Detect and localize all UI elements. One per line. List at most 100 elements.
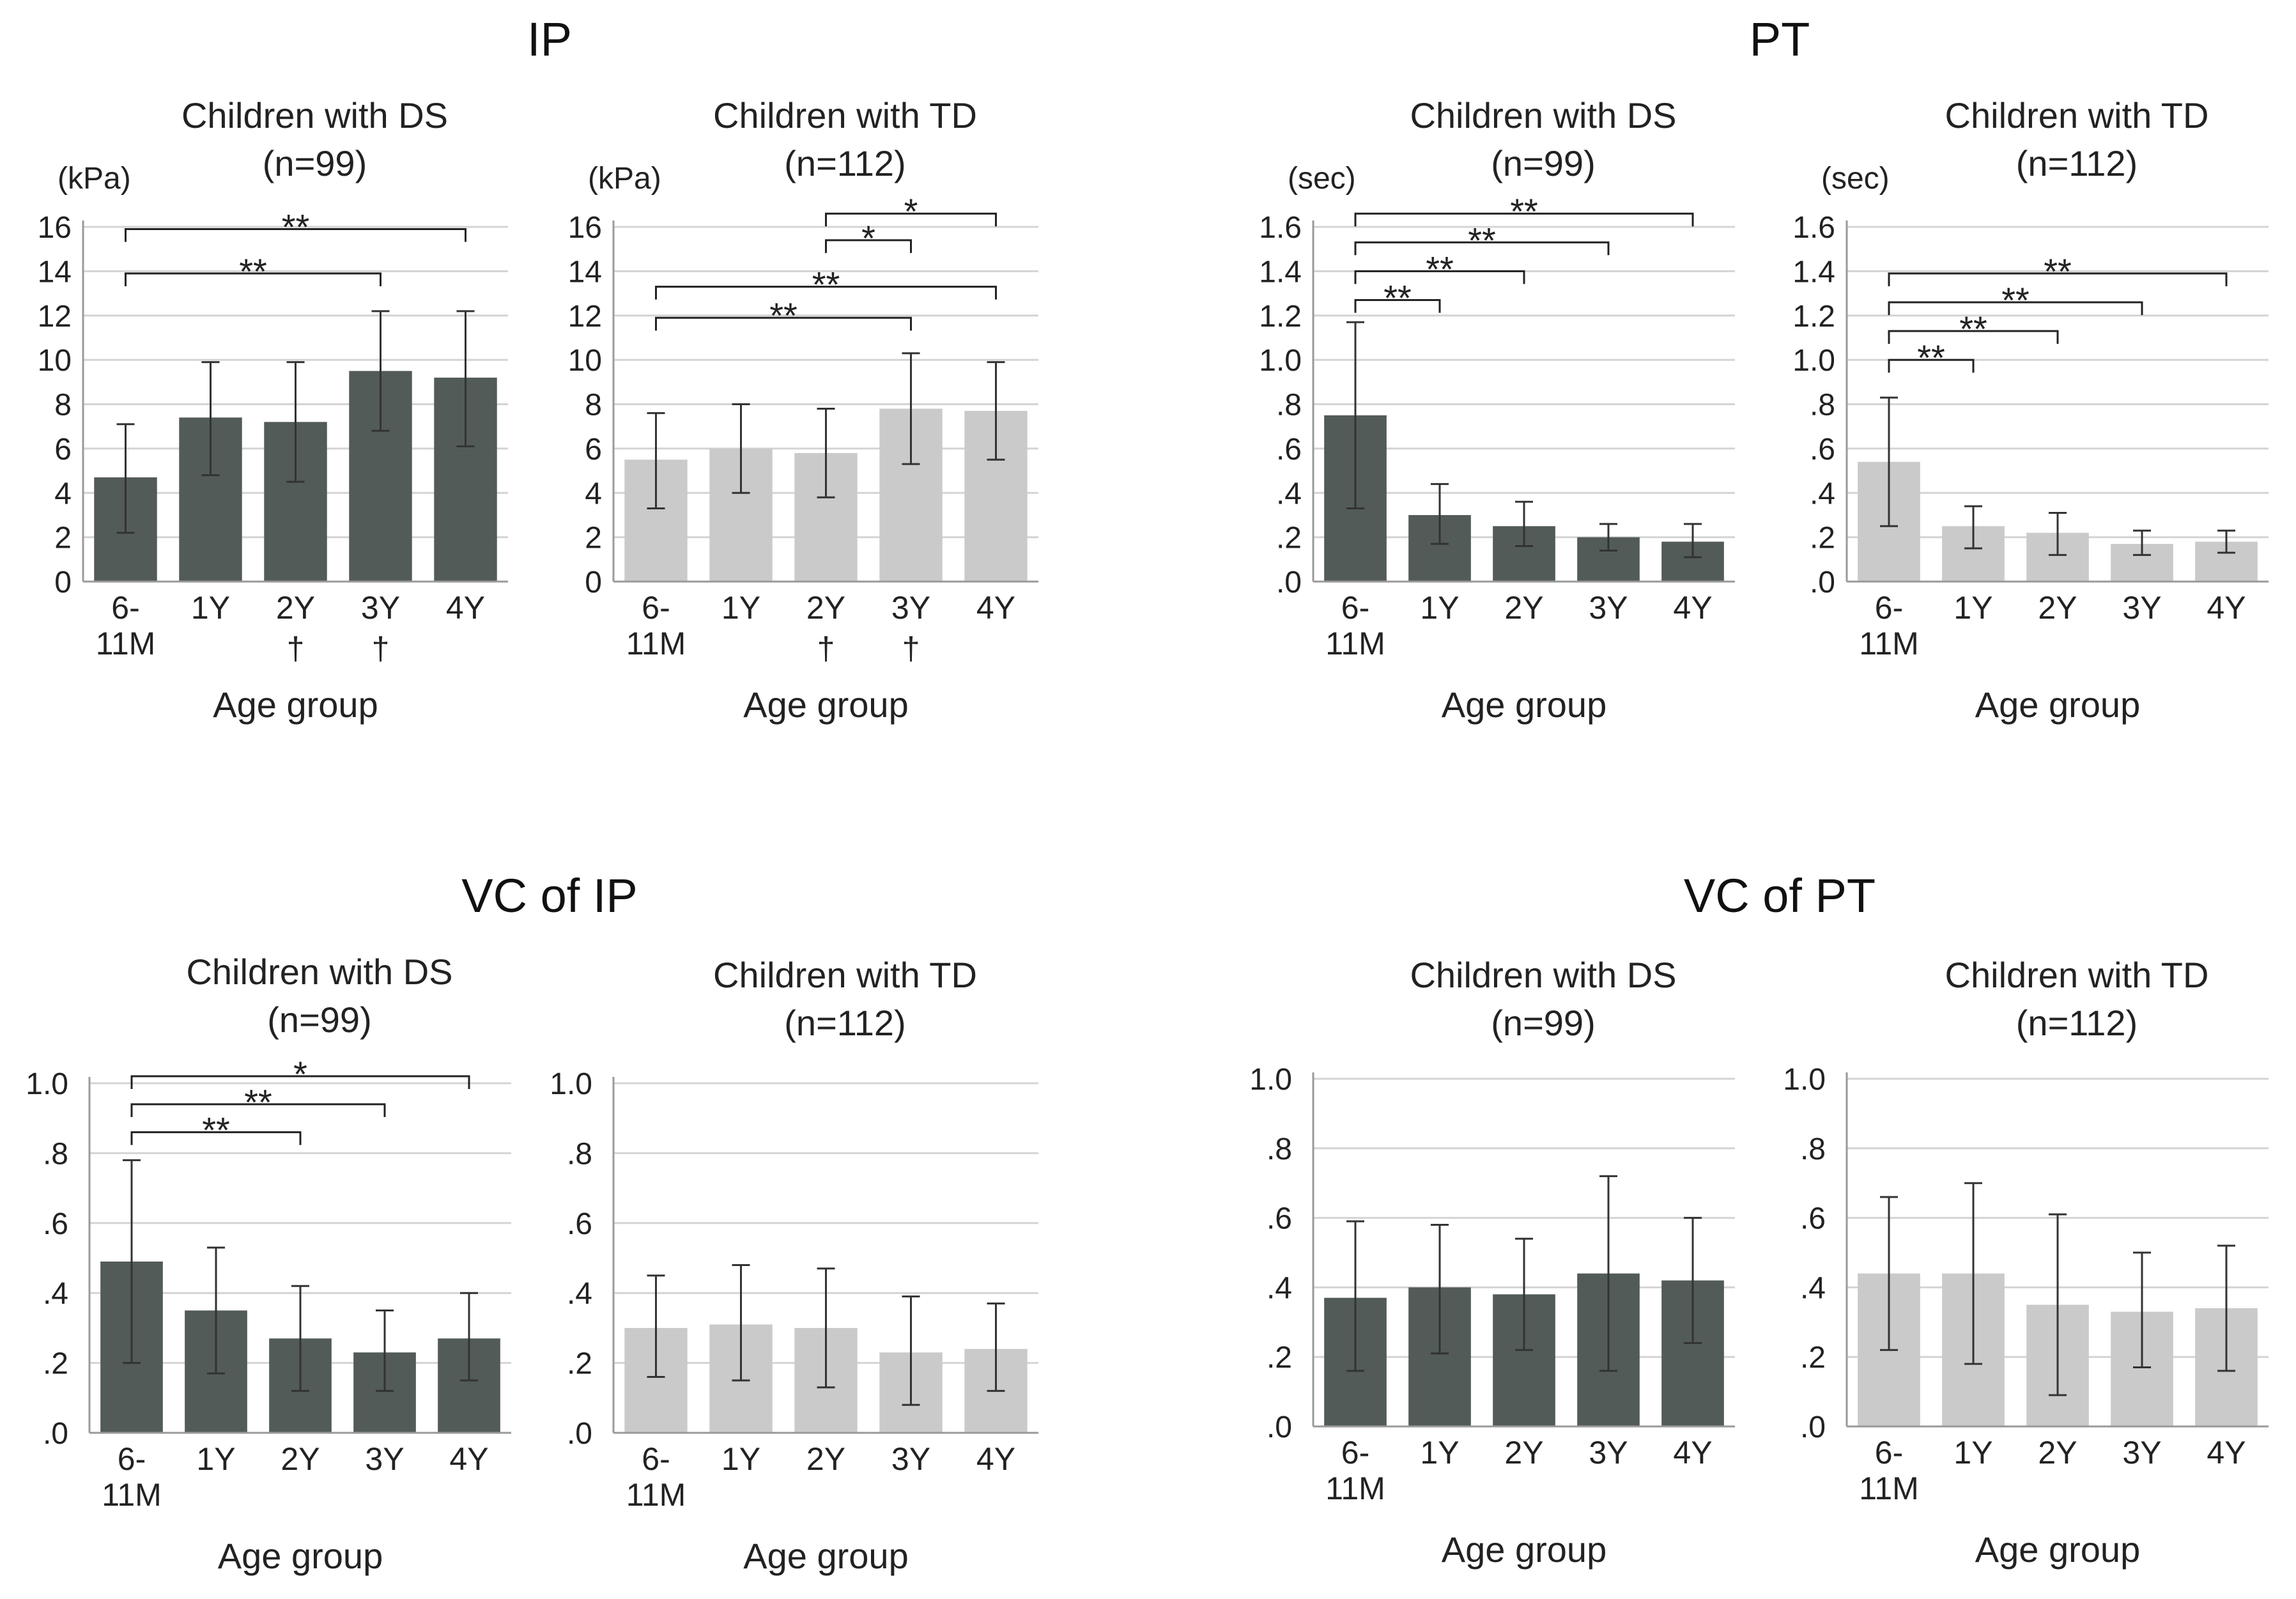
- x-axis-label: Age group: [218, 1536, 383, 1576]
- significance-label: **: [1959, 309, 1987, 349]
- x-tick-label: 2Y: [1504, 590, 1543, 626]
- significance-label: **: [244, 1082, 272, 1122]
- significance-bracket: [655, 286, 997, 300]
- x-tick-label: 11M: [102, 1477, 162, 1513]
- significance-label: **: [1468, 220, 1496, 260]
- y-tick-label: 1.6: [1792, 211, 1835, 245]
- panel-subtitle: (n=112): [2016, 143, 2138, 183]
- x-tick-label: 2Y: [2038, 1435, 2077, 1471]
- x-tick-label: 3Y: [2122, 590, 2161, 626]
- y-tick-label: 1.4: [1792, 255, 1835, 289]
- y-tick-label: 12: [38, 300, 72, 334]
- y-tick-label: .6: [43, 1207, 68, 1241]
- significance-bracket: [125, 272, 381, 286]
- y-tick-label: 1.6: [1259, 211, 1302, 245]
- significance-dagger: †: [372, 631, 390, 667]
- significance-label: **: [2044, 251, 2072, 291]
- y-tick-label: 4: [54, 477, 72, 511]
- y-tick-label: 0: [54, 566, 72, 599]
- x-tick-label: 4Y: [449, 1441, 488, 1477]
- y-unit-label: (kPa): [58, 162, 131, 196]
- y-tick-label: 1.0: [550, 1067, 592, 1101]
- significance-bracket: [1354, 298, 1441, 313]
- panel-subtitle: (n=112): [784, 1003, 905, 1043]
- panel-subtitle: (n=99): [1491, 1003, 1595, 1043]
- chart-panel-vcpt-td: Children with TD (n=112) .0 .2 .4 .6 .8 1.0 6-11…: [1783, 955, 2269, 1570]
- y-tick-label: .4: [567, 1277, 592, 1311]
- panel-subtitle: (n=99): [267, 1000, 371, 1040]
- y-tick-label: .4: [1267, 1271, 1292, 1305]
- significance-bracket: [130, 1075, 470, 1090]
- x-tick-label: 4Y: [1673, 590, 1712, 626]
- y-tick-label: .2: [43, 1347, 68, 1381]
- significance-bracket: [825, 239, 912, 253]
- chart-panel-pt-ds: Children with DS (n=99) (sec) .0 .2 .4 .6 .8 1.0…: [1259, 95, 1735, 725]
- x-tick-label: 6-: [642, 1441, 670, 1477]
- y-tick-label: .8: [567, 1137, 592, 1171]
- y-tick-label: .4: [43, 1277, 68, 1311]
- x-tick-label: 6-: [1341, 590, 1369, 626]
- significance-label: **: [239, 251, 267, 291]
- significance-bracket: [1888, 330, 2059, 344]
- x-tick-label: 4Y: [976, 1441, 1015, 1477]
- y-tick-label: 16: [568, 211, 602, 245]
- x-tick-label: 3Y: [1589, 590, 1628, 626]
- y-tick-label: 2: [54, 521, 72, 555]
- x-tick-label: 1Y: [721, 590, 760, 626]
- y-tick-label: 6: [585, 433, 602, 467]
- y-tick-label: .0: [43, 1417, 68, 1451]
- panel-title: Children with DS: [181, 95, 448, 135]
- x-tick-label: 11M: [1325, 1471, 1385, 1506]
- x-tick-label: 11M: [626, 1477, 686, 1513]
- y-tick-label: .0: [1276, 566, 1302, 599]
- chart-panel-ip-ds: Children with DS (n=99) (kPa) 0 2 4 6 8 10 12 14 16…: [38, 95, 508, 725]
- x-tick-label: 3Y: [361, 590, 400, 626]
- x-tick-label: 1Y: [1420, 1435, 1459, 1471]
- x-tick-label: 1Y: [191, 590, 230, 626]
- x-tick-label: 11M: [1859, 1471, 1919, 1506]
- x-axis-label: Age group: [1975, 684, 2140, 725]
- y-tick-label: .0: [1267, 1410, 1292, 1444]
- panel-title: Children with TD: [1945, 95, 2209, 135]
- x-tick-label: 1Y: [1953, 1435, 1992, 1471]
- significance-bracket: [1888, 272, 2228, 286]
- y-unit-label: (sec): [1821, 162, 1890, 196]
- y-tick-label: .0: [1810, 566, 1835, 599]
- y-unit-label: (kPa): [588, 162, 661, 196]
- y-tick-label: .0: [567, 1417, 592, 1451]
- y-tick-label: 1.2: [1792, 300, 1835, 334]
- chart-panel-ip-td: Children with TD (n=112) (kPa) 0 2 4 6 8 10 12 14 1…: [568, 95, 1038, 725]
- x-axis-label: Age group: [743, 684, 908, 725]
- y-tick-label: 10: [38, 344, 72, 378]
- y-tick-label: .8: [1276, 389, 1302, 422]
- significance-bracket: [130, 1103, 386, 1117]
- x-tick-label: 1Y: [196, 1441, 235, 1477]
- chart-panel-vcpt-ds: Children with DS (n=99) .0 .2 .4 .6 .8 1.0 6-11M…: [1249, 955, 1735, 1570]
- y-tick-label: .8: [1810, 389, 1835, 422]
- x-tick-label: 11M: [626, 626, 686, 661]
- y-tick-label: .2: [1810, 521, 1835, 555]
- significance-bracket: [125, 228, 466, 242]
- significance-bracket: [1354, 212, 1694, 227]
- y-tick-label: 1.0: [1259, 344, 1302, 378]
- y-tick-label: .2: [1800, 1341, 1826, 1375]
- y-tick-label: .6: [1267, 1202, 1292, 1236]
- chart-panel-vcip-ds: Children with DS (n=99) .0 .2 .4 .6 .8 1.0 6-11M…: [26, 952, 511, 1576]
- x-axis-label: Age group: [213, 684, 378, 725]
- y-tick-label: 1.0: [1249, 1063, 1292, 1097]
- significance-bracket: [825, 212, 997, 227]
- x-tick-label: 1Y: [721, 1441, 760, 1477]
- y-tick-label: 1.4: [1259, 255, 1302, 289]
- panel-subtitle: (n=99): [1491, 143, 1595, 183]
- x-tick-label: 4Y: [2207, 590, 2246, 626]
- x-tick-label: 2Y: [1504, 1435, 1543, 1471]
- significance-label: **: [202, 1110, 230, 1150]
- x-tick-label: 4Y: [976, 590, 1015, 626]
- significance-label: **: [1510, 191, 1538, 231]
- significance-bracket: [1888, 301, 2143, 315]
- x-axis-label: Age group: [1442, 1529, 1606, 1570]
- panel-title: Children with DS: [186, 952, 452, 992]
- x-tick-label: 6-: [1341, 1435, 1369, 1471]
- x-tick-label: 4Y: [446, 590, 485, 626]
